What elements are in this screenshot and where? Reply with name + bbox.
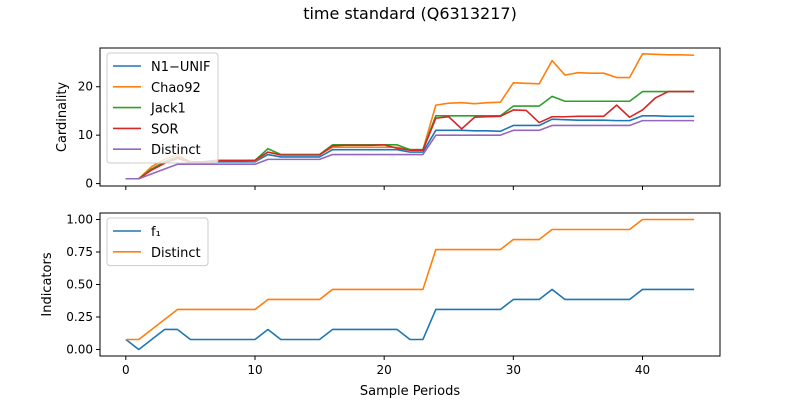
figure-title: time standard (Q6313217) xyxy=(303,4,517,23)
y-tick-label: 0.25 xyxy=(66,310,93,324)
series-line-0-4 xyxy=(125,119,695,180)
x-axis-label: Sample Periods xyxy=(360,384,460,399)
series-line-1-1 xyxy=(125,218,695,341)
y-tick-label: 1.00 xyxy=(66,213,93,227)
y-tick-label: 0.50 xyxy=(66,278,93,292)
series-line-0-3 xyxy=(125,90,695,180)
y-tick-label: 20 xyxy=(78,80,93,94)
x-tick-label: 0 xyxy=(122,363,130,377)
series-line-0-0 xyxy=(125,114,695,180)
y-tick-label: 10 xyxy=(78,128,93,142)
series-line-1-0 xyxy=(125,288,695,351)
legend-box xyxy=(106,52,219,164)
legend-label: Chao92 xyxy=(151,81,201,96)
y-tick-label: 0.00 xyxy=(66,343,93,357)
cardinality-subplot: 0 10 20 Cardinality N1−UNIF Chao92 Jack1 SOR Dis… xyxy=(55,47,721,191)
y-axis-label: Cardinality xyxy=(55,82,70,153)
y-axis-label: Indicators xyxy=(40,252,55,316)
legend-label: f₁ xyxy=(151,225,161,240)
y-tick-label: 0 xyxy=(85,177,93,191)
legend-label: SOR xyxy=(151,122,179,137)
indicators-subplot: 0 10 20 30 40 0.00 0.25 0.50 0.75 1.00 Indicators S… xyxy=(40,212,721,399)
y-tick-label: 0.75 xyxy=(66,245,93,259)
legend-box xyxy=(106,217,209,267)
x-tick-label: 20 xyxy=(377,363,392,377)
legend-label: Jack1 xyxy=(150,102,186,117)
legend-label: Distinct xyxy=(151,143,201,158)
x-tick-label: 10 xyxy=(247,363,262,377)
legend-label: Distinct xyxy=(151,246,201,261)
legend-label: N1−UNIF xyxy=(151,60,210,75)
x-tick-label: 30 xyxy=(506,363,521,377)
axes-frame xyxy=(99,47,721,187)
x-tick-label: 40 xyxy=(635,363,650,377)
